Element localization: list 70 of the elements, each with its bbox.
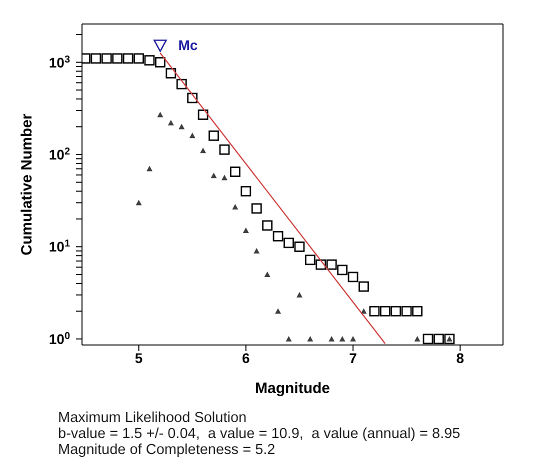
point <box>262 220 273 231</box>
x-axis-title: Magnitude <box>255 380 330 397</box>
point <box>275 308 282 314</box>
point <box>168 120 174 126</box>
point <box>122 53 134 64</box>
point <box>134 53 144 64</box>
point <box>242 227 249 233</box>
point <box>154 40 167 52</box>
point <box>90 53 102 64</box>
point <box>112 53 123 64</box>
point <box>350 336 356 342</box>
point <box>296 292 302 298</box>
point <box>286 336 292 342</box>
point <box>198 110 208 120</box>
point <box>358 281 369 292</box>
y-tick-label: 10$^{1}$ <box>48 238 70 255</box>
point <box>316 259 326 270</box>
point <box>146 166 152 172</box>
point <box>219 144 230 155</box>
point <box>264 271 270 277</box>
point <box>326 259 337 270</box>
point <box>284 238 294 248</box>
point <box>414 336 420 342</box>
point <box>157 112 164 118</box>
point <box>230 166 240 177</box>
point <box>339 336 346 342</box>
point <box>307 336 314 342</box>
point <box>369 306 380 316</box>
point <box>251 203 262 214</box>
text: Magnitude of Completeness = 5.2 <box>58 442 276 458</box>
x-tick-label: 5 <box>134 350 143 366</box>
point <box>101 53 112 64</box>
point <box>444 334 455 344</box>
point <box>200 148 206 154</box>
y-axis-title: Cumulative Number <box>18 113 36 256</box>
point <box>208 130 219 141</box>
point <box>380 306 390 316</box>
point <box>176 78 187 90</box>
point <box>136 200 142 206</box>
text: b-value = 1.5 +/- 0.04, a value = 10.9, a value (annual) = 8.95 <box>58 426 462 442</box>
point <box>240 186 252 196</box>
point <box>337 264 348 276</box>
point <box>294 242 305 252</box>
text: Maximum Likelihood Solution <box>58 410 248 426</box>
point <box>178 124 185 130</box>
point <box>304 254 316 266</box>
point <box>348 272 358 282</box>
x-tick-label: 6 <box>242 350 250 366</box>
y-tick-label: 10$^{3}$ <box>48 54 70 70</box>
x-tick-label: 7 <box>349 350 358 366</box>
point <box>401 306 412 316</box>
point <box>144 55 155 66</box>
point <box>390 306 402 316</box>
y-tick-label: 10$^{0}$ <box>48 330 70 347</box>
point <box>155 57 166 68</box>
point <box>272 231 284 242</box>
point <box>434 334 444 344</box>
point <box>187 92 198 104</box>
x-tick-label: 8 <box>456 350 464 366</box>
point <box>422 334 434 344</box>
point <box>221 174 228 180</box>
point <box>254 248 260 254</box>
y-tick-label: 10$^{2}$ <box>48 146 70 162</box>
series-label: Mc <box>178 37 198 54</box>
point <box>328 336 335 342</box>
point <box>412 306 422 316</box>
point <box>189 132 196 138</box>
point <box>232 204 238 210</box>
point <box>166 68 176 78</box>
point <box>210 172 217 178</box>
